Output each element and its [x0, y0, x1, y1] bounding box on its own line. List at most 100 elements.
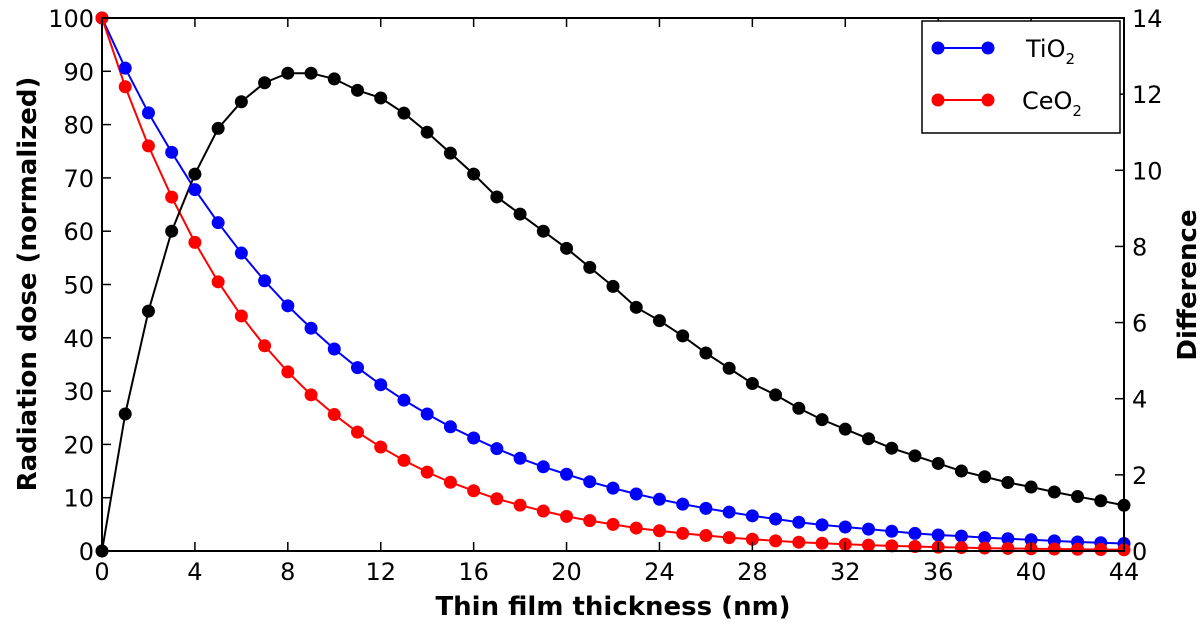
data-point-tio2: [583, 475, 597, 489]
y2-tick-label: 8: [1132, 233, 1147, 261]
data-point-difference: [885, 441, 899, 455]
data-point-ceo2: [118, 80, 132, 94]
legend: TiO2 CeO2: [921, 20, 1121, 134]
data-point-ceo2: [862, 538, 875, 552]
data-point-difference: [954, 464, 968, 478]
data-point-ceo2: [211, 275, 225, 289]
series-line-difference: [101, 72, 1125, 552]
x-tick-label: 12: [365, 558, 396, 586]
y-tick-label: 100: [48, 5, 94, 33]
data-point-ceo2: [885, 539, 899, 553]
x-tick-label: 40: [1016, 558, 1047, 586]
x-tick-label: 4: [187, 558, 202, 586]
x-axis-title: Thin film thickness (nm): [435, 592, 790, 622]
data-point-difference: [583, 260, 597, 274]
data-point-tio2: [629, 487, 643, 501]
data-point-tio2: [513, 451, 527, 465]
data-point-ceo2: [722, 531, 736, 545]
data-point-difference: [745, 376, 759, 390]
data-point-ceo2: [188, 235, 202, 249]
legend-ceo2-marker: [931, 93, 945, 107]
data-point-difference: [652, 314, 666, 328]
data-point-ceo2: [304, 388, 318, 402]
y2-tick-label: 2: [1132, 462, 1147, 490]
data-point-difference: [560, 241, 574, 255]
data-point-ceo2: [351, 425, 364, 439]
data-point-tio2: [931, 528, 945, 542]
data-point-tio2: [304, 321, 318, 335]
data-point-tio2: [885, 524, 899, 538]
x-tick-label: 20: [551, 558, 582, 586]
data-point-ceo2: [676, 526, 690, 540]
data-point-difference: [420, 125, 434, 139]
data-point-ceo2: [490, 492, 504, 506]
data-point-difference: [676, 329, 690, 343]
data-point-ceo2: [536, 504, 550, 518]
y-tick-label: 60: [63, 218, 94, 246]
data-point-difference: [699, 346, 713, 360]
legend-ceo2-sub: 2: [1072, 102, 1082, 120]
legend-tio2-marker: [931, 41, 945, 55]
legend-tio2-sub: 2: [1065, 50, 1075, 68]
data-point-ceo2: [815, 536, 829, 550]
data-point-ceo2: [281, 365, 295, 379]
data-point-tio2: [745, 509, 759, 523]
legend-ceo2-marker: [981, 93, 995, 107]
data-point-difference: [1071, 490, 1085, 504]
data-point-difference: [351, 83, 364, 97]
legend-box: [921, 20, 1121, 134]
data-point-tio2: [165, 145, 179, 159]
x-tick-label: 0: [94, 558, 109, 586]
data-point-tio2: [908, 526, 922, 540]
data-point-tio2: [722, 505, 736, 519]
data-point-tio2: [281, 299, 295, 313]
data-point-ceo2: [327, 408, 341, 422]
y-tick-label: 0: [79, 538, 94, 566]
data-point-ceo2: [1094, 543, 1108, 557]
data-point-tio2: [1024, 533, 1038, 547]
data-point-difference: [1094, 494, 1108, 508]
y2-tick-label: 14: [1132, 5, 1163, 33]
legend-ceo2-main: CeO: [1022, 87, 1072, 115]
data-point-tio2: [211, 216, 225, 230]
data-point-difference: [815, 413, 829, 427]
y-tick-label: 70: [63, 165, 94, 193]
data-point-ceo2: [745, 532, 759, 546]
data-point-ceo2: [629, 521, 643, 535]
data-point-tio2: [420, 407, 434, 421]
data-point-ceo2: [165, 190, 179, 204]
data-point-difference: [281, 66, 295, 80]
data-point-ceo2: [954, 541, 968, 555]
data-point-ceo2: [467, 484, 481, 498]
y2-tick-label: 0: [1132, 538, 1147, 566]
data-point-ceo2: [560, 509, 574, 523]
y-tick-label: 20: [63, 431, 94, 459]
x-tick-label: 24: [644, 558, 675, 586]
data-point-tio2: [234, 246, 248, 260]
data-point-difference: [1024, 480, 1038, 494]
y-tick-label: 10: [63, 485, 94, 513]
data-point-difference: [188, 167, 202, 181]
data-point-tio2: [652, 492, 666, 506]
data-point-ceo2: [1047, 542, 1061, 556]
data-point-ceo2: [374, 440, 388, 454]
x-tick-label: 36: [923, 558, 954, 586]
data-point-difference: [118, 407, 132, 421]
y2-tick-label: 10: [1132, 157, 1163, 185]
data-point-tio2: [327, 342, 341, 356]
data-point-difference: [211, 121, 225, 135]
data-point-tio2: [769, 512, 783, 526]
data-point-difference: [234, 95, 248, 109]
data-point-ceo2: [397, 453, 411, 467]
data-point-ceo2: [606, 517, 620, 531]
y-axis-title: Radiation dose (normalized): [13, 77, 43, 492]
data-point-ceo2: [1001, 541, 1015, 555]
data-point-difference: [467, 167, 481, 181]
data-point-tio2: [606, 481, 620, 495]
data-point-difference: [443, 146, 457, 160]
data-point-ceo2: [420, 465, 434, 479]
data-point-ceo2: [258, 339, 272, 353]
y-tick-label: 80: [63, 112, 94, 140]
data-point-tio2: [443, 420, 457, 434]
